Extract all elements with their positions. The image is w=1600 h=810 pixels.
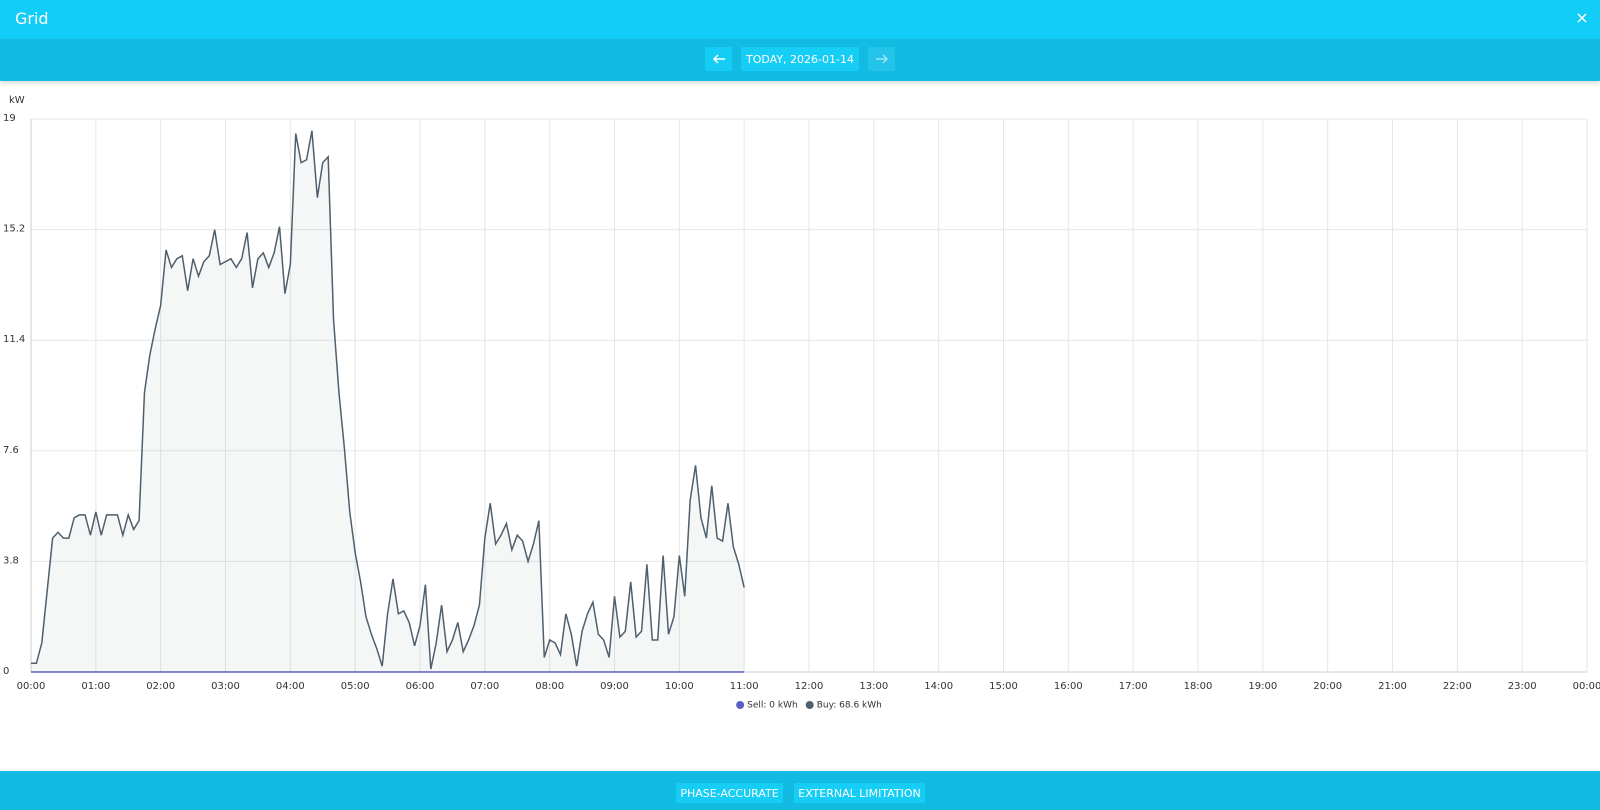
x-tick-label: 17:00 bbox=[1119, 681, 1148, 692]
y-tick-label: 15.2 bbox=[3, 224, 25, 235]
x-tick-label: 19:00 bbox=[1248, 681, 1277, 692]
x-tick-label: 10:00 bbox=[665, 681, 694, 692]
x-tick-label: 02:00 bbox=[146, 681, 175, 692]
x-tick-label: 00:00 bbox=[17, 681, 46, 692]
date-label[interactable]: TODAY, 2026-01-14 bbox=[741, 47, 859, 71]
y-tick-label: 0 bbox=[3, 666, 9, 677]
x-tick-label: 16:00 bbox=[1054, 681, 1083, 692]
legend-marker bbox=[736, 701, 745, 709]
x-tick-label: 00:00 bbox=[1573, 681, 1600, 692]
area-fill bbox=[31, 130, 745, 673]
footer-button[interactable]: EXTERNAL LIMITATION bbox=[794, 783, 925, 803]
x-tick-label: 09:00 bbox=[600, 681, 629, 692]
legend-label: Buy: 68.6 kWh bbox=[817, 701, 882, 711]
y-tick-label: 11.4 bbox=[3, 334, 25, 345]
x-tick-label: 07:00 bbox=[470, 681, 499, 692]
x-tick-label: 03:00 bbox=[211, 681, 240, 692]
x-tick-label: 13:00 bbox=[859, 681, 888, 692]
previous-day-button[interactable] bbox=[705, 47, 732, 71]
arrow-left-icon bbox=[712, 54, 725, 64]
x-tick-label: 23:00 bbox=[1508, 681, 1537, 692]
x-tick-label: 05:00 bbox=[341, 681, 370, 692]
x-tick-label: 06:00 bbox=[406, 681, 435, 692]
x-tick-label: 04:00 bbox=[276, 681, 305, 692]
legend-marker bbox=[805, 701, 814, 709]
chart: kW 0 3.8 7.6 11.4 15.2 19 00:00 01:00 02:00 03:00… bbox=[3, 95, 1600, 711]
y-tick-label: 19 bbox=[3, 113, 16, 124]
dialog-title: Grid bbox=[15, 9, 49, 28]
x-tick-label: 11:00 bbox=[730, 681, 759, 692]
footer-button[interactable]: PHASE-ACCURATE bbox=[676, 783, 783, 803]
legend-label: Sell: 0 kWh bbox=[747, 701, 798, 711]
footer-bar: PHASE-ACCURATE EXTERNAL LIMITATION bbox=[0, 771, 1600, 810]
x-tick-label: 22:00 bbox=[1443, 681, 1472, 692]
arrow-right-icon bbox=[875, 54, 888, 64]
x-tick-label: 08:00 bbox=[535, 681, 564, 692]
x-tick-label: 21:00 bbox=[1378, 681, 1407, 692]
y-unit-label: kW bbox=[9, 95, 25, 106]
x-tick-label: 12:00 bbox=[795, 681, 824, 692]
x-tick-label: 20:00 bbox=[1313, 681, 1342, 692]
x-tick-label: 15:00 bbox=[989, 681, 1018, 692]
y-tick-label: 3.8 bbox=[3, 555, 19, 566]
navigation-bar: TODAY, 2026-01-14 bbox=[0, 39, 1600, 81]
legend: Sell: 0 kWh Buy: 68.6 kWh bbox=[736, 701, 882, 711]
next-day-button bbox=[868, 47, 895, 71]
y-tick-label: 7.6 bbox=[3, 445, 19, 456]
x-tick-label: 14:00 bbox=[924, 681, 953, 692]
title-bar: Grid bbox=[0, 0, 1600, 39]
close-button[interactable] bbox=[1576, 12, 1588, 24]
series-line bbox=[31, 130, 745, 670]
x-tick-label: 18:00 bbox=[1184, 681, 1213, 692]
x-tick-label: 01:00 bbox=[81, 681, 110, 692]
